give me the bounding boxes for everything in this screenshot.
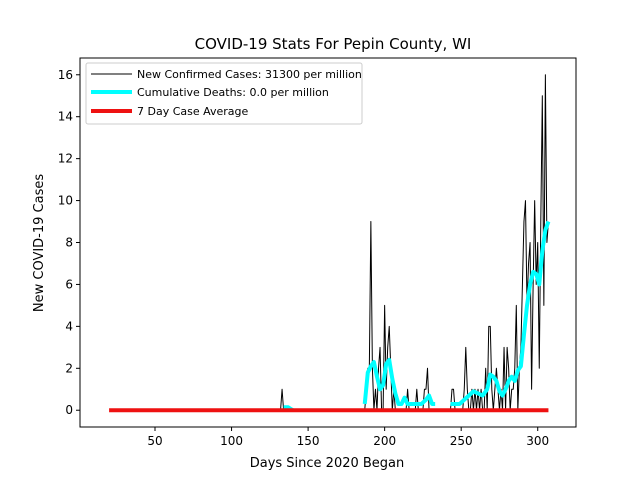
- series-line-new-cases-2: [449, 74, 549, 411]
- legend-box: [85, 62, 363, 125]
- y-tick-label: 16: [58, 68, 73, 82]
- y-tick-label: 0: [65, 403, 73, 417]
- x-tick-label: 50: [147, 434, 162, 448]
- x-tick-label: 200: [373, 434, 396, 448]
- series-line-cumulative-deaths-2: [450, 220, 551, 406]
- series-line-cumulative-deaths-1: [362, 357, 436, 406]
- y-tick-label: 10: [58, 194, 73, 208]
- y-tick-label: 12: [58, 152, 73, 166]
- x-axis-ticks: 50 100 150 200 250 300: [147, 427, 549, 448]
- x-tick-label: 100: [220, 434, 243, 448]
- y-tick-label: 8: [65, 236, 73, 250]
- legend-label-cumulative-deaths: Cumulative Deaths: 0.0 per million: [137, 86, 329, 99]
- y-axis-label: New COVID-19 Cases: [32, 174, 47, 312]
- x-axis-label: Days Since 2020 Began: [250, 456, 405, 471]
- y-tick-label: 4: [65, 319, 73, 333]
- legend-label-new-cases: New Confirmed Cases: 31300 per million: [137, 68, 362, 81]
- chart-title: COVID-19 Stats For Pepin County, WI: [195, 35, 472, 53]
- x-tick-label: 250: [450, 434, 473, 448]
- y-tick-label: 14: [58, 110, 73, 124]
- y-tick-label: 2: [65, 361, 73, 375]
- legend: New Confirmed Cases: 31300 per million C…: [85, 62, 363, 125]
- x-tick-label: 300: [526, 434, 549, 448]
- x-tick-label: 150: [297, 434, 320, 448]
- y-axis-ticks: 0 2 4 6 8 10 12 14 16: [58, 68, 80, 417]
- y-tick-label: 6: [65, 277, 73, 291]
- series-layer: [109, 74, 551, 413]
- legend-label-7-day-average: 7 Day Case Average: [137, 105, 249, 118]
- series-line-new-cases-1: [364, 221, 434, 411]
